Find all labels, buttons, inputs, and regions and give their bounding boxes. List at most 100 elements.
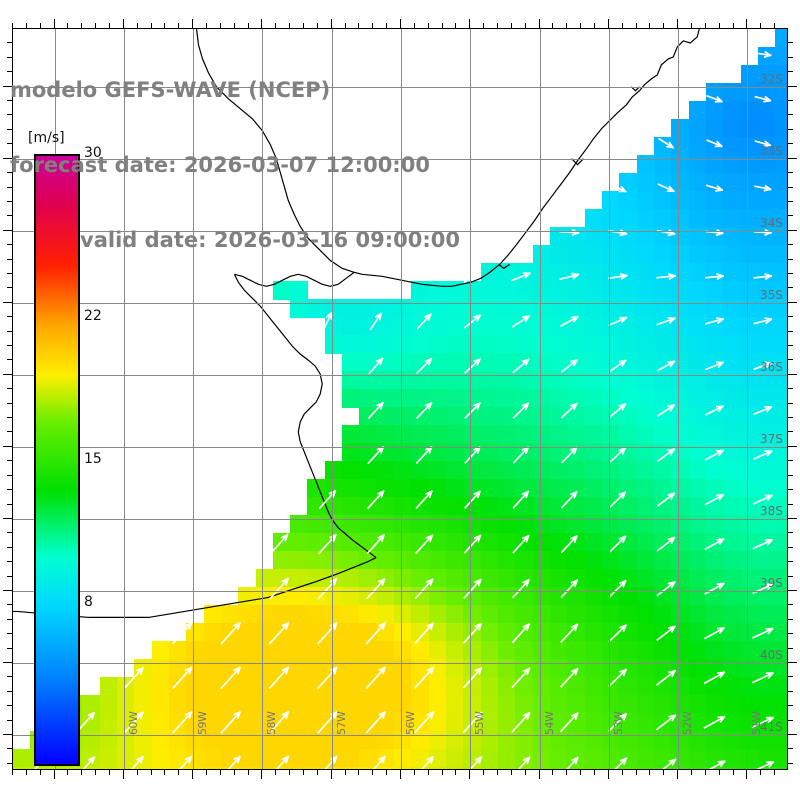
wind-cell — [549, 623, 568, 643]
wind-cell — [480, 281, 499, 300]
wind-cell — [601, 569, 620, 588]
axis-tick — [580, 23, 582, 28]
axis-tick — [732, 23, 734, 28]
wind-cell — [428, 605, 447, 624]
wind-cell — [30, 767, 49, 769]
wind-cell — [411, 749, 430, 769]
wind-cell — [238, 605, 257, 624]
grid-line-lon — [470, 29, 472, 769]
axis-tick — [7, 186, 12, 188]
wind-cell — [671, 281, 690, 300]
wind-cell — [307, 515, 326, 534]
wind-cell — [740, 137, 759, 156]
wind-cell — [705, 677, 724, 697]
axis-tick — [7, 215, 12, 217]
wind-cell — [740, 551, 759, 570]
wind-cell — [498, 767, 517, 769]
wind-cell — [757, 65, 776, 84]
wind-cell — [446, 695, 465, 715]
wind-cell — [532, 281, 551, 300]
wind-cell — [567, 245, 586, 264]
axis-tick — [497, 23, 498, 28]
wind-cell — [428, 407, 447, 426]
wind-cell — [584, 659, 603, 679]
wind-cell — [428, 353, 447, 372]
wind-cell — [775, 497, 787, 516]
wind-cell — [619, 731, 638, 751]
wind-cell — [723, 569, 742, 588]
wind-cell — [775, 551, 787, 570]
wind-cell — [307, 533, 326, 552]
wind-cell — [411, 371, 430, 390]
wind-cell — [428, 389, 447, 408]
axis-tick — [510, 23, 512, 28]
wind-cell — [394, 731, 413, 751]
wind-cell — [480, 461, 499, 480]
wind-cell — [653, 749, 672, 769]
wind-cell — [653, 551, 672, 570]
wind-cell — [376, 551, 395, 570]
axis-tick — [788, 402, 793, 404]
wind-cell — [376, 371, 395, 390]
axis-tick — [178, 770, 180, 775]
wind-cell — [411, 299, 430, 318]
wind-cell — [47, 767, 66, 769]
wind-cell — [584, 299, 603, 318]
axis-tick — [691, 770, 692, 775]
wind-cell — [636, 389, 655, 408]
axis-tick — [788, 546, 793, 548]
axis-tick — [441, 770, 443, 775]
axis-tick — [7, 128, 12, 130]
wind-cell — [601, 551, 620, 570]
axis-tick — [788, 604, 793, 606]
wind-cell — [775, 623, 787, 643]
axis-tick — [788, 575, 793, 577]
wind-cell — [688, 227, 707, 246]
wind-cell — [532, 389, 551, 408]
wind-cell — [688, 245, 707, 264]
wind-cell — [636, 695, 655, 715]
wind-cell — [601, 731, 620, 751]
wind-cell — [671, 317, 690, 336]
wind-cell — [723, 461, 742, 480]
wind-cell — [498, 335, 517, 354]
wind-cell — [394, 659, 413, 679]
wind-cell — [567, 515, 586, 534]
wind-cell — [584, 317, 603, 336]
axis-tick — [3, 661, 12, 663]
wind-cell — [394, 425, 413, 444]
wind-cell — [532, 569, 551, 588]
wind-cell — [757, 695, 776, 715]
wind-cell — [584, 371, 603, 390]
wind-cell — [636, 371, 655, 390]
axis-tick — [7, 258, 12, 260]
wind-cell — [723, 695, 742, 715]
axis-tick — [524, 770, 526, 775]
wind-cell — [498, 299, 517, 318]
wind-cell — [498, 533, 517, 552]
wind-cell — [653, 353, 672, 372]
axis-tick — [53, 19, 55, 28]
axis-tick — [122, 770, 124, 779]
wind-cell — [601, 461, 620, 480]
axis-tick — [7, 272, 12, 274]
wind-cell — [394, 641, 413, 661]
wind-cell — [740, 101, 759, 120]
axis-tick — [7, 172, 12, 174]
axis-tick — [233, 770, 235, 775]
wind-cell — [757, 677, 776, 697]
wind-cell — [359, 641, 378, 661]
wind-cell — [342, 317, 361, 336]
wind-cell — [757, 515, 776, 534]
wind-cell — [394, 461, 413, 480]
wind-cell — [151, 767, 170, 769]
wind-cell — [671, 353, 690, 372]
wind-cell — [757, 245, 776, 264]
axis-tick — [760, 770, 762, 775]
wind-cell — [532, 533, 551, 552]
wind-cell — [775, 227, 787, 246]
wind-cell — [463, 407, 482, 426]
wind-cell — [168, 713, 187, 733]
wind-cell — [307, 497, 326, 516]
wind-cell — [532, 335, 551, 354]
